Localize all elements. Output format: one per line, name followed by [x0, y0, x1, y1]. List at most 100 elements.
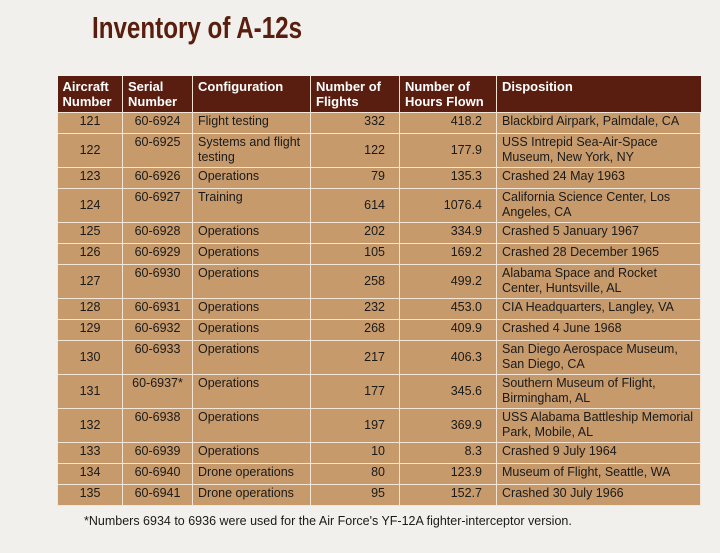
flights-cell: 268 [310, 319, 400, 341]
hours-cell: 499.2 [399, 264, 497, 299]
configuration-cell: Drone operations [192, 484, 311, 506]
configuration-cell: Operations [192, 340, 311, 375]
disposition-cell: Crashed 4 June 1968 [496, 319, 701, 341]
serial-number-cell: 60-6928 [122, 222, 193, 244]
aircraft-number-cell: 135 [57, 484, 123, 506]
hours-cell: 453.0 [399, 298, 497, 320]
hours-cell: 369.9 [399, 408, 497, 443]
disposition-cell: Alabama Space and Rocket Center, Huntsvi… [496, 264, 701, 299]
flights-cell: 217 [310, 340, 400, 375]
hours-cell: 135.3 [399, 167, 497, 189]
aircraft-number-cell: 132 [57, 408, 123, 443]
hours-cell: 123.9 [399, 463, 497, 485]
hours-cell: 406.3 [399, 340, 497, 375]
disposition-cell: Museum of Flight, Seattle, WA [496, 463, 701, 485]
configuration-cell: Operations [192, 319, 311, 341]
aircraft-number-cell: 125 [57, 222, 123, 244]
serial-number-cell: 60-6924 [122, 112, 193, 134]
aircraft-number-cell: 128 [57, 298, 123, 320]
serial-number-cell: 60-6932 [122, 319, 193, 341]
table-row: 126 60-6929 Operations 105 169.2 Crashed 28 D… [57, 243, 701, 265]
configuration-cell: Operations [192, 298, 311, 320]
flights-cell: 202 [310, 222, 400, 244]
disposition-cell: Crashed 9 July 1964 [496, 442, 701, 464]
disposition-cell: Crashed 5 January 1967 [496, 222, 701, 244]
disposition-cell: San Diego Aerospace Museum, San Diego, C… [496, 340, 701, 375]
aircraft-number-cell: 124 [57, 188, 123, 223]
table-row: 131 60-6937* Operations 177 345.6 Southern Mu… [57, 374, 701, 409]
table-row: 133 60-6939 Operations 10 8.3 Crashed 9 July … [57, 442, 701, 464]
aircraft-number-cell: 126 [57, 243, 123, 265]
hours-cell: 409.9 [399, 319, 497, 341]
table-row: 123 60-6926 Operations 79 135.3 Crashed 24 Ma… [57, 167, 701, 189]
serial-number-cell: 60-6933 [122, 340, 193, 375]
aircraft-number-cell: 127 [57, 264, 123, 299]
table-row: 135 60-6941 Drone operations 95 152.7 Crashed… [57, 484, 701, 506]
disposition-cell: California Science Center, Los Angeles, … [496, 188, 701, 223]
flights-cell: 332 [310, 112, 400, 134]
flights-cell: 232 [310, 298, 400, 320]
disposition-cell: CIA Headquarters, Langley, VA [496, 298, 701, 320]
table-row: 125 60-6928 Operations 202 334.9 Crashed 5 Ja… [57, 222, 701, 244]
configuration-cell: Operations [192, 264, 311, 299]
serial-number-cell: 60-6940 [122, 463, 193, 485]
footnote: *Numbers 6934 to 6936 were used for the … [84, 514, 572, 528]
hours-cell: 177.9 [399, 133, 497, 168]
configuration-cell: Operations [192, 222, 311, 244]
aircraft-number-cell: 122 [57, 133, 123, 168]
configuration-cell: Operations [192, 374, 311, 409]
aircraft-number-cell: 121 [57, 112, 123, 134]
hours-cell: 152.7 [399, 484, 497, 506]
table-row: 132 60-6938 Operations 197 369.9 USS Alabama … [57, 408, 701, 443]
configuration-cell: Systems and flight testing [192, 133, 311, 168]
table-row: 122 60-6925 Systems and flight testing 122 1… [57, 133, 701, 168]
serial-number-cell: 60-6931 [122, 298, 193, 320]
header-number-of-flights: Number of Flights [310, 76, 400, 113]
serial-number-cell: 60-6941 [122, 484, 193, 506]
disposition-cell: Southern Museum of Flight, Birmingham, A… [496, 374, 701, 409]
aircraft-number-cell: 133 [57, 442, 123, 464]
flights-cell: 197 [310, 408, 400, 443]
hours-cell: 418.2 [399, 112, 497, 134]
hours-cell: 334.9 [399, 222, 497, 244]
serial-number-cell: 60-6925 [122, 133, 193, 168]
serial-number-cell: 60-6930 [122, 264, 193, 299]
serial-number-cell: 60-6926 [122, 167, 193, 189]
flights-cell: 122 [310, 133, 400, 168]
flights-cell: 105 [310, 243, 400, 265]
configuration-cell: Operations [192, 408, 311, 443]
table-row: 129 60-6932 Operations 268 409.9 Crashed 4 Ju… [57, 319, 701, 341]
configuration-cell: Training [192, 188, 311, 223]
serial-number-cell: 60-6929 [122, 243, 193, 265]
table-row: 134 60-6940 Drone operations 80 123.9 Museum … [57, 463, 701, 485]
flights-cell: 177 [310, 374, 400, 409]
header-aircraft-number: Aircraft Number [57, 76, 123, 113]
disposition-cell: Crashed 30 July 1966 [496, 484, 701, 506]
disposition-cell: USS Intrepid Sea-Air-Space Museum, New Y… [496, 133, 701, 168]
flights-cell: 258 [310, 264, 400, 299]
disposition-cell: Crashed 24 May 1963 [496, 167, 701, 189]
configuration-cell: Drone operations [192, 463, 311, 485]
table-row: 128 60-6931 Operations 232 453.0 CIA Headquar… [57, 298, 701, 320]
inventory-table: Aircraft Number Serial Number Configurat… [57, 76, 701, 506]
aircraft-number-cell: 123 [57, 167, 123, 189]
configuration-cell: Flight testing [192, 112, 311, 134]
disposition-cell: USS Alabama Battleship Memorial Park, Mo… [496, 408, 701, 443]
header-serial-number: Serial Number [122, 76, 193, 113]
flights-cell: 10 [310, 442, 400, 464]
serial-number-cell: 60-6927 [122, 188, 193, 223]
hours-cell: 169.2 [399, 243, 497, 265]
flights-cell: 614 [310, 188, 400, 223]
table-row: 124 60-6927 Training 614 1076.4 California Sc… [57, 188, 701, 223]
flights-cell: 95 [310, 484, 400, 506]
aircraft-number-cell: 130 [57, 340, 123, 375]
table-row: 121 60-6924 Flight testing 332 418.2 Blackbir… [57, 112, 701, 134]
header-configuration: Configuration [192, 76, 311, 113]
flights-cell: 79 [310, 167, 400, 189]
disposition-cell: Crashed 28 December 1965 [496, 243, 701, 265]
table-row: 127 60-6930 Operations 258 499.2 Alabama Spac… [57, 264, 701, 299]
serial-number-cell: 60-6937* [122, 374, 193, 409]
hours-cell: 8.3 [399, 442, 497, 464]
table-row: 130 60-6933 Operations 217 406.3 San Diego Ae… [57, 340, 701, 375]
aircraft-number-cell: 131 [57, 374, 123, 409]
